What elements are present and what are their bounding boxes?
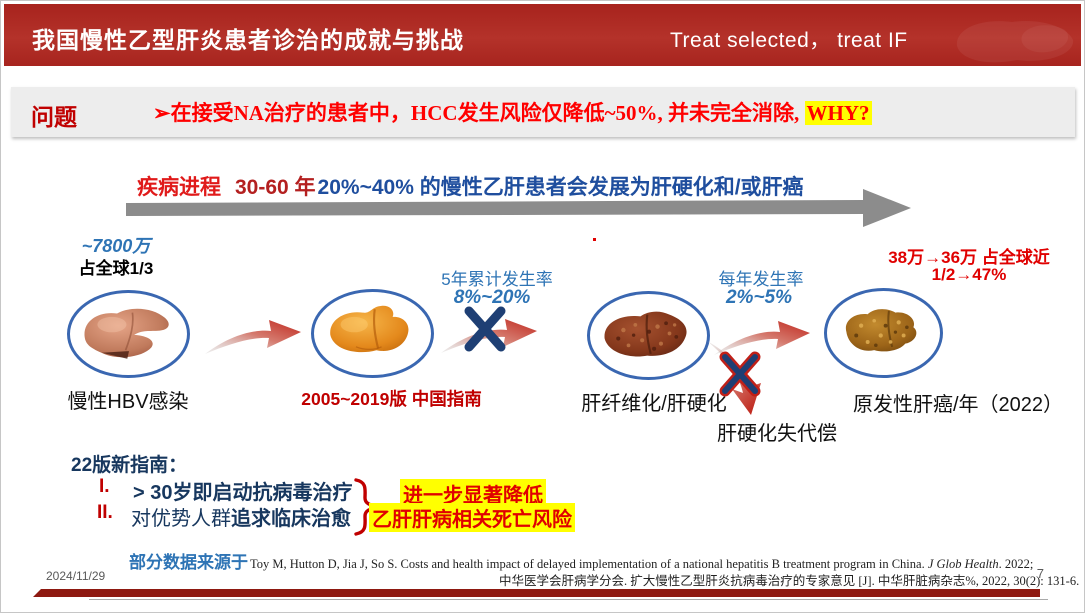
item2-text-bold: 追求临床治愈 [231, 508, 351, 530]
cirrhotic-liver-image [603, 311, 687, 357]
x-mark-icon [464, 306, 506, 352]
item2-number: II. [97, 502, 113, 523]
stage1-caption: 慢性HBV感染 [67, 391, 189, 413]
why-highlight: WHY? [804, 101, 872, 125]
stray-mark [593, 238, 596, 241]
cancer-liver-image [845, 309, 916, 352]
rate1-label: 5年累计发生率 [441, 270, 553, 289]
healthy-liver-image [83, 308, 169, 359]
item2-text-prefix: 对优势人群 [131, 508, 231, 530]
page-number: 7 [1036, 566, 1044, 581]
item1-text: > 30岁即启动抗病毒治疗 [133, 482, 353, 504]
item2-text: 对优势人群追求临床治愈 [131, 502, 351, 531]
ref1-text: Toy M, Hutton D, Jia J, So S. Costs and … [250, 557, 928, 571]
reference-1: Toy M, Hutton D, Jia J, So S. Costs and … [250, 557, 1033, 572]
stage1-stat-number: ~7800万 [81, 236, 151, 256]
rate1-value: 8%~20% [453, 287, 531, 308]
arrow-stage2-to-stage3-blocked [441, 306, 537, 353]
header-subtitle: Treat selected， treat IF [670, 29, 908, 52]
reference-2: 中华医学会肝病学分会. 扩大慢性乙型肝炎抗病毒治疗的专家意见 [J]. 中华肝脏… [499, 574, 1080, 588]
guideline22-title: 22版新指南： [71, 455, 188, 476]
slide-date: 2024/11/29 [46, 569, 106, 583]
liver-watermark-icon [956, 20, 1074, 63]
fatty-liver-image [329, 305, 408, 352]
stage4-stat-line1: 38万→36万 占全球近 [888, 248, 1050, 267]
slide-title: 我国慢性乙型肝炎患者诊治的成就与挑战 [32, 27, 464, 53]
arrow-stage3-to-stage4 [714, 321, 810, 355]
progress-seg1: 疾病进程 [137, 176, 221, 199]
progress-seg2: 30-60 年 [235, 176, 316, 199]
arrow-stage3-to-decompensation-blocked [707, 341, 761, 415]
rate2-label: 每年发生率 [718, 270, 804, 289]
problem-label: 问题 [31, 104, 77, 130]
ref1-year: . 2022; [998, 557, 1034, 571]
stage3-ellipse [587, 291, 710, 380]
stage2-caption: 2005~2019版 中国指南 [301, 389, 482, 409]
data-source-prefix: 部分数据来源于 [129, 553, 248, 572]
problem-statement: ➢在接受NA治疗的患者中，HCC发生风险仅降低~50%, 并未完全消除, WHY… [153, 97, 872, 127]
arrow-stage1-to-stage2 [205, 320, 301, 354]
data-source-line: 部分数据来源于 Toy M, Hutton D, Jia J, So S. Co… [129, 548, 1033, 573]
stage3-caption: 肝纤维化/肝硬化 [581, 393, 727, 415]
stage4-caption: 原发性肝癌/年（2022） [853, 394, 1064, 416]
ref1-journal: J Glob Health [927, 557, 999, 571]
disease-progress-arrow [126, 189, 911, 227]
bottom-divider-line [89, 599, 1048, 600]
x-mark-red-outline-icon [719, 351, 761, 397]
rate2-value: 2%~5% [725, 287, 793, 308]
item1-number: I. [99, 476, 110, 497]
stage4-ellipse [824, 288, 943, 378]
stage1-ellipse [67, 290, 190, 378]
guideline22-item-1: I. > 30岁即启动抗病毒治疗 [99, 476, 352, 505]
disease-progress-text: 疾病进程 30-60 年20%~40% 的慢性乙肝患者会发展为肝硬化和/或肝癌 [137, 171, 804, 201]
stage4-stat-line2: 1/2→47% [931, 265, 1007, 284]
stage1-stat-share: 占全球1/3 [78, 259, 154, 278]
bottom-accent-bar [33, 589, 1040, 597]
header-bar: 我国慢性乙型肝炎患者诊治的成就与挑战 Treat selected， treat… [4, 4, 1081, 66]
progress-seg3: 20%~40% 的慢性乙肝患者会发展为肝硬化和/或肝癌 [317, 176, 804, 199]
problem-text-main: ➢在接受NA治疗的患者中，HCC发生风险仅降低~50%, 并未完全消除, [153, 101, 805, 125]
decompensation-label: 肝硬化失代偿 [717, 423, 837, 445]
highlight-benefit-line2: 乙肝肝病相关死亡风险 [369, 503, 575, 532]
stage2-ellipse [311, 289, 434, 378]
problem-bar: 问题 ➢在接受NA治疗的患者中，HCC发生风险仅降低~50%, 并未完全消除, … [11, 87, 1075, 137]
guideline22-item-2: II. 对优势人群追求临床治愈 [97, 502, 351, 531]
